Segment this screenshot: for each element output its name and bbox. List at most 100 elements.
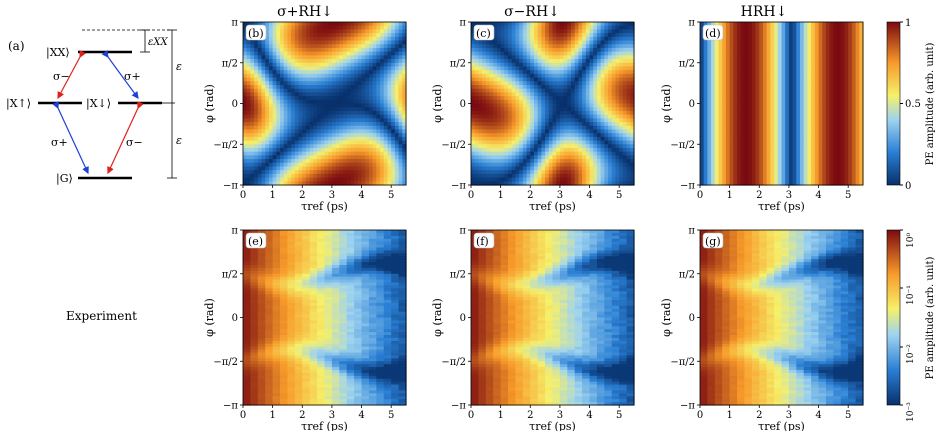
- heatmap-cell: [585, 107, 591, 112]
- heatmap-cell: [545, 25, 550, 30]
- heatmap-cell: [302, 51, 307, 56]
- heatmap-cell: [725, 159, 731, 164]
- heatmap-cell: [781, 155, 786, 160]
- heatmap-cell: [737, 66, 742, 71]
- heatmap-cell: [357, 181, 363, 186]
- heatmap-cell: [737, 22, 742, 27]
- heatmap-cell: [268, 51, 274, 56]
- heatmap-cell: [357, 59, 363, 64]
- heatmap-cell: [548, 155, 554, 160]
- heatmap-cell: [302, 159, 307, 164]
- heatmap-cell: [707, 122, 712, 127]
- heatmap-cell: [559, 177, 565, 182]
- heatmap-cell: [548, 133, 554, 138]
- heatmap-cell: [744, 140, 749, 145]
- heatmap-cell: [589, 99, 594, 105]
- heatmap-cell: [287, 166, 292, 171]
- heatmap-cell: [343, 36, 348, 42]
- heatmap-cell: [394, 114, 400, 119]
- heatmap-cell: [365, 62, 370, 68]
- heatmap-cell: [711, 144, 716, 149]
- heatmap-cell: [766, 155, 771, 160]
- heatmap-cell: [496, 162, 502, 168]
- heatmap-cell: [751, 110, 757, 116]
- heatmap-cell: [287, 40, 292, 45]
- heatmap-cell: [485, 110, 491, 116]
- heatmap-cell: [294, 107, 300, 112]
- heatmap-cell: [478, 166, 483, 171]
- heatmap-cell: [725, 170, 731, 175]
- heatmap-cell: [567, 47, 572, 53]
- heatmap-cell: [331, 177, 337, 182]
- heatmap-cell: [530, 62, 535, 68]
- heatmap-cell: [593, 181, 598, 186]
- heatmap-cell: [313, 162, 318, 168]
- heatmap-cell: [755, 103, 760, 108]
- heatmap-cell: [324, 81, 329, 86]
- heatmap-cell: [785, 170, 790, 175]
- heatmap-cell: [533, 62, 539, 68]
- heatmap-cell: [317, 147, 322, 153]
- heatmap-cell: [372, 166, 377, 171]
- heatmap-cell: [611, 122, 617, 127]
- panel-label-box: [245, 24, 267, 41]
- heatmap-cell: [380, 159, 385, 164]
- heatmap-cell: [391, 144, 396, 149]
- heatmap-cell: [751, 55, 757, 60]
- heatmap-cell: [372, 51, 377, 56]
- heatmap-cell: [511, 181, 517, 186]
- heatmap-cell: [582, 151, 587, 156]
- heatmap-cell: [354, 177, 359, 182]
- heatmap-cell: [280, 77, 285, 82]
- heatmap-cell: [722, 173, 727, 179]
- heatmap-cell: [365, 59, 370, 64]
- heatmap-cell: [611, 155, 617, 160]
- heatmap-cell: [335, 55, 340, 60]
- heatmap-cell: [309, 103, 314, 108]
- heatmap-cell: [740, 96, 746, 101]
- heatmap-cell: [600, 125, 605, 131]
- heatmap-cell: [548, 84, 554, 90]
- heatmap-cell: [729, 84, 734, 90]
- heatmap-cell: [343, 181, 348, 186]
- heatmap-cell: [320, 29, 326, 34]
- heatmap-cell: [630, 114, 635, 119]
- heatmap-cell: [394, 166, 400, 171]
- heatmap-cell: [291, 22, 296, 27]
- heatmap-cell: [751, 114, 757, 119]
- heatmap-cell: [508, 66, 513, 71]
- heatmap-cell: [331, 159, 337, 164]
- heatmap-cell: [578, 151, 583, 156]
- heatmap-cell: [504, 147, 509, 153]
- heatmap-cell: [350, 129, 355, 134]
- heatmap-cell: [563, 159, 568, 164]
- heatmap-cell: [574, 96, 580, 101]
- heatmap-cell: [511, 44, 517, 49]
- heatmap-cell: [313, 70, 318, 75]
- heatmap-cell: [343, 107, 348, 112]
- heatmap-cell: [489, 59, 494, 64]
- heatmap-cell: [630, 147, 635, 153]
- heatmap-cell: [317, 155, 322, 160]
- heatmap-cell: [759, 77, 764, 82]
- heatmap-cell: [343, 125, 348, 131]
- heatmap-cell: [585, 33, 591, 38]
- heatmap-cell: [387, 22, 392, 27]
- heatmap-cell: [556, 155, 561, 160]
- heatmap-cell: [489, 173, 494, 179]
- heatmap-cell: [615, 77, 620, 82]
- heatmap-cell: [254, 173, 259, 179]
- heatmap-cell: [556, 25, 561, 30]
- heatmap-cell: [559, 125, 565, 131]
- heatmap-cell: [243, 73, 248, 79]
- heatmap-cell: [589, 29, 594, 34]
- heatmap-cell: [243, 51, 248, 56]
- heatmap-cell: [298, 73, 303, 79]
- heatmap-cell: [537, 96, 542, 101]
- heatmap-cell: [368, 66, 374, 71]
- heatmap-cell: [500, 33, 505, 38]
- heatmap-cell: [541, 173, 546, 179]
- heatmap-cell: [346, 155, 352, 160]
- heatmap-cell: [582, 22, 587, 27]
- heatmap-cell: [578, 92, 583, 97]
